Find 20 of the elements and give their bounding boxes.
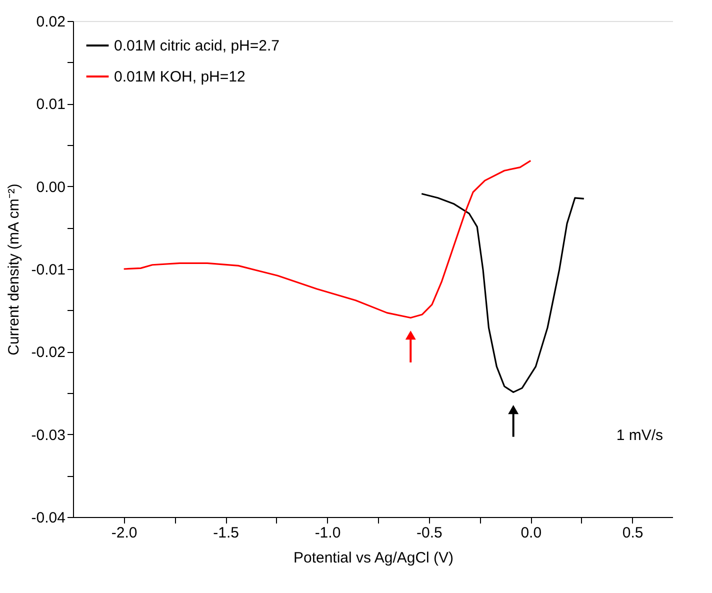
- x-tick-label: -0.5: [416, 524, 442, 542]
- annotation: 1 mV/s: [616, 427, 663, 444]
- x-tick-label: -2.0: [111, 524, 138, 542]
- legend-label: 0.01M citric acid, pH=2.7: [114, 38, 280, 54]
- x-tick-label: 0.5: [622, 524, 644, 542]
- y-tick-label: 0.02: [36, 14, 66, 30]
- y-tick-label: -0.02: [31, 344, 66, 362]
- y-tick-label: -0.03: [31, 426, 66, 444]
- legend-label: 0.01M KOH, pH=12: [114, 68, 246, 86]
- line-series: [123, 160, 532, 319]
- line-series: [420, 192, 585, 393]
- x-tick-label: 0.0: [520, 524, 542, 542]
- y-axis-title: Current density (mA cm⁻²): [5, 184, 22, 356]
- x-axis-title: Potential vs Ag/AgCl (V): [293, 550, 454, 566]
- x-tick-label: -1.0: [314, 524, 341, 542]
- y-tick-label: 0.00: [36, 178, 66, 196]
- y-tick-label: -0.01: [31, 262, 66, 278]
- y-tick-label: -0.04: [31, 510, 66, 526]
- x-tick-label: -1.5: [213, 524, 239, 542]
- y-tick-label: 0.01: [36, 96, 66, 114]
